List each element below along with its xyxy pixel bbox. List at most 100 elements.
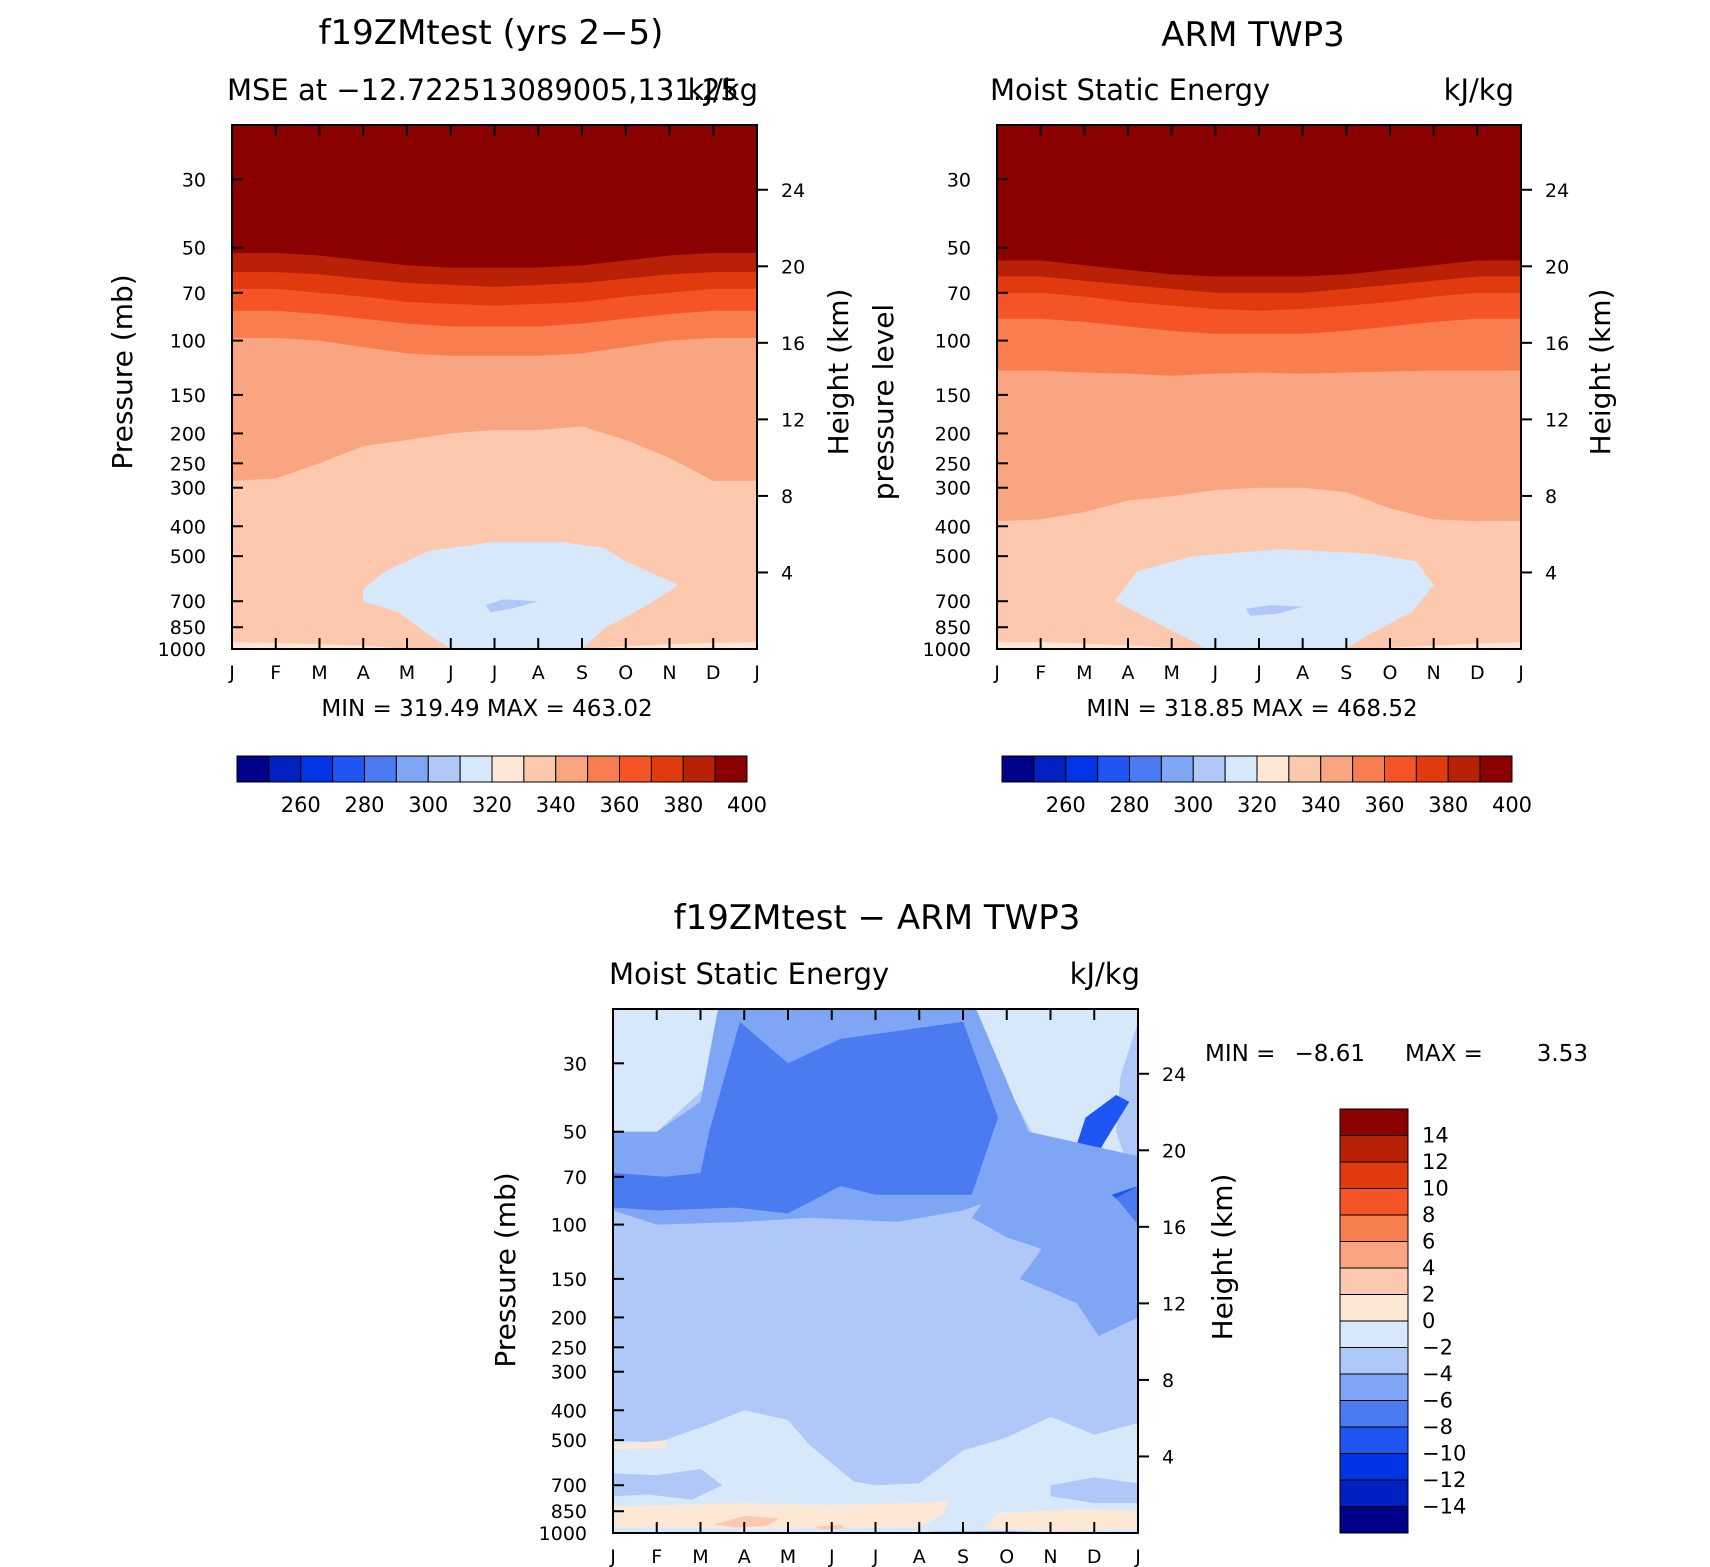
y-tick-label: 150 xyxy=(551,1269,587,1291)
colorbar-swatch xyxy=(1033,755,1067,783)
min-label: MIN = xyxy=(1205,1041,1275,1067)
y-tick-label: 70 xyxy=(182,283,206,305)
colorbar-swatch xyxy=(1097,755,1130,783)
colorbar-label: 6 xyxy=(1422,1230,1435,1254)
x-tick-label: J xyxy=(1212,662,1219,684)
y-axis-label: Pressure (mb) xyxy=(106,274,139,469)
y-right-tick-label: 12 xyxy=(781,409,805,431)
colorbar-label: −12 xyxy=(1422,1468,1466,1492)
colorbar-label: 360 xyxy=(599,793,639,817)
contour-area xyxy=(613,1009,1138,1533)
y-tick-label: 500 xyxy=(935,546,971,568)
colorbar-swatch xyxy=(491,755,525,783)
x-tick-label: O xyxy=(999,1546,1014,1567)
contour-band xyxy=(613,1501,950,1529)
colorbar-swatch xyxy=(714,755,748,783)
panel-title: ARM TWP3 xyxy=(1161,15,1345,55)
colorbar-label: −8 xyxy=(1422,1415,1453,1439)
x-tick-label: N xyxy=(662,662,676,684)
x-tick-label: N xyxy=(1043,1546,1057,1567)
x-tick-label: D xyxy=(1470,662,1485,684)
y-tick-label: 300 xyxy=(551,1362,587,1384)
min-value: −8.61 xyxy=(1295,1041,1365,1067)
colorbar-label: 340 xyxy=(536,793,576,817)
y-tick-label: 250 xyxy=(551,1337,587,1359)
panel-subtitle: Moist Static Energy xyxy=(609,957,889,991)
y-axis-label: pressure level xyxy=(867,304,900,500)
colorbar-label: −4 xyxy=(1422,1362,1453,1386)
y-tick-label: 1000 xyxy=(539,1523,587,1545)
x-tick-label: M xyxy=(311,662,327,684)
y-right-tick-label: 20 xyxy=(1545,256,1569,278)
colorbar-label: −10 xyxy=(1422,1442,1466,1466)
colorbar-swatch xyxy=(1339,1373,1409,1401)
y-tick-label: 250 xyxy=(170,453,206,475)
y-tick-label: 300 xyxy=(170,478,206,500)
y-tick-label: 100 xyxy=(170,331,206,353)
panel-subtitle: MSE at −12.722513089005,131.25 xyxy=(227,73,739,107)
panel-model-mse: f19ZMtest (yrs 2−5) MSE at −12.722513089… xyxy=(106,13,855,817)
colorbar-swatch xyxy=(1339,1267,1409,1295)
x-tick-label: S xyxy=(957,1546,969,1567)
y-right-tick-label: 8 xyxy=(1162,1370,1174,1392)
contour-band xyxy=(713,1515,780,1528)
contour-band xyxy=(1050,1477,1138,1504)
y-tick-label: 200 xyxy=(935,423,971,445)
colorbar-swatch xyxy=(619,755,652,783)
y-tick-label: 1000 xyxy=(158,639,206,661)
y-right-tick-label: 8 xyxy=(1545,486,1557,508)
y-right-tick-label: 4 xyxy=(1162,1446,1174,1468)
y-right-tick-label: 24 xyxy=(781,180,805,202)
y-right-tick-label: 16 xyxy=(1162,1217,1186,1239)
x-tick-label: F xyxy=(270,662,281,684)
contour-area xyxy=(997,125,1521,649)
colorbar-swatch xyxy=(1288,755,1322,783)
colorbar-swatch xyxy=(1339,1400,1409,1428)
y-right-tick-label: 24 xyxy=(1162,1064,1186,1086)
panel-subtitle: Moist Static Energy xyxy=(990,73,1270,107)
x-tick-label: J xyxy=(1255,662,1262,684)
x-tick-label: N xyxy=(1427,662,1441,684)
y-tick-label: 100 xyxy=(551,1215,587,1237)
panel-obs-mse: ARM TWP3 Moist Static Energy kJ/kg press… xyxy=(867,15,1617,817)
colorbar-swatch xyxy=(1192,755,1226,783)
colorbar-label: 4 xyxy=(1422,1256,1435,1280)
colorbar-swatch xyxy=(1339,1294,1409,1322)
colorbar-swatch xyxy=(364,755,397,783)
y-tick-label: 50 xyxy=(947,238,971,260)
x-tick-label: A xyxy=(532,662,545,684)
contour-band xyxy=(1116,1186,1138,1225)
colorbar-swatch xyxy=(300,755,334,783)
colorbar-swatch xyxy=(682,755,716,783)
x-tick-label: J xyxy=(228,662,235,684)
y-right-tick-label: 4 xyxy=(781,562,793,584)
colorbar-label: 260 xyxy=(281,793,321,817)
x-tick-label: A xyxy=(357,662,370,684)
x-tick-label: J xyxy=(828,1546,835,1567)
colorbar-swatch xyxy=(1339,1214,1409,1242)
x-tick-label: A xyxy=(913,1546,926,1567)
y-tick-label: 200 xyxy=(170,423,206,445)
colorbar-label: 380 xyxy=(1428,793,1468,817)
y-tick-label: 200 xyxy=(551,1307,587,1329)
x-tick-label: O xyxy=(1383,662,1398,684)
x-tick-label: F xyxy=(1035,662,1046,684)
colorbar-swatch xyxy=(1001,755,1035,783)
y-tick-label: 100 xyxy=(935,331,971,353)
y-tick-label: 700 xyxy=(170,591,206,613)
colorbar-swatch xyxy=(555,755,589,783)
y-tick-label: 250 xyxy=(935,453,971,475)
y-tick-label: 150 xyxy=(170,385,206,407)
contour-band xyxy=(485,599,539,613)
contour-band xyxy=(1076,1094,1130,1161)
colorbar-swatch xyxy=(1129,755,1162,783)
y-axis-label: Pressure (mb) xyxy=(489,1172,522,1367)
colorbar-label: 300 xyxy=(408,793,448,817)
x-tick-label: J xyxy=(872,1546,879,1567)
colorbar-label: 320 xyxy=(1237,793,1277,817)
x-tick-label: D xyxy=(706,662,721,684)
panel-title: f19ZMtest − ARM TWP3 xyxy=(674,898,1081,938)
x-tick-label: A xyxy=(1296,662,1309,684)
colorbar-label: 380 xyxy=(663,793,703,817)
y-tick-label: 70 xyxy=(947,283,971,305)
